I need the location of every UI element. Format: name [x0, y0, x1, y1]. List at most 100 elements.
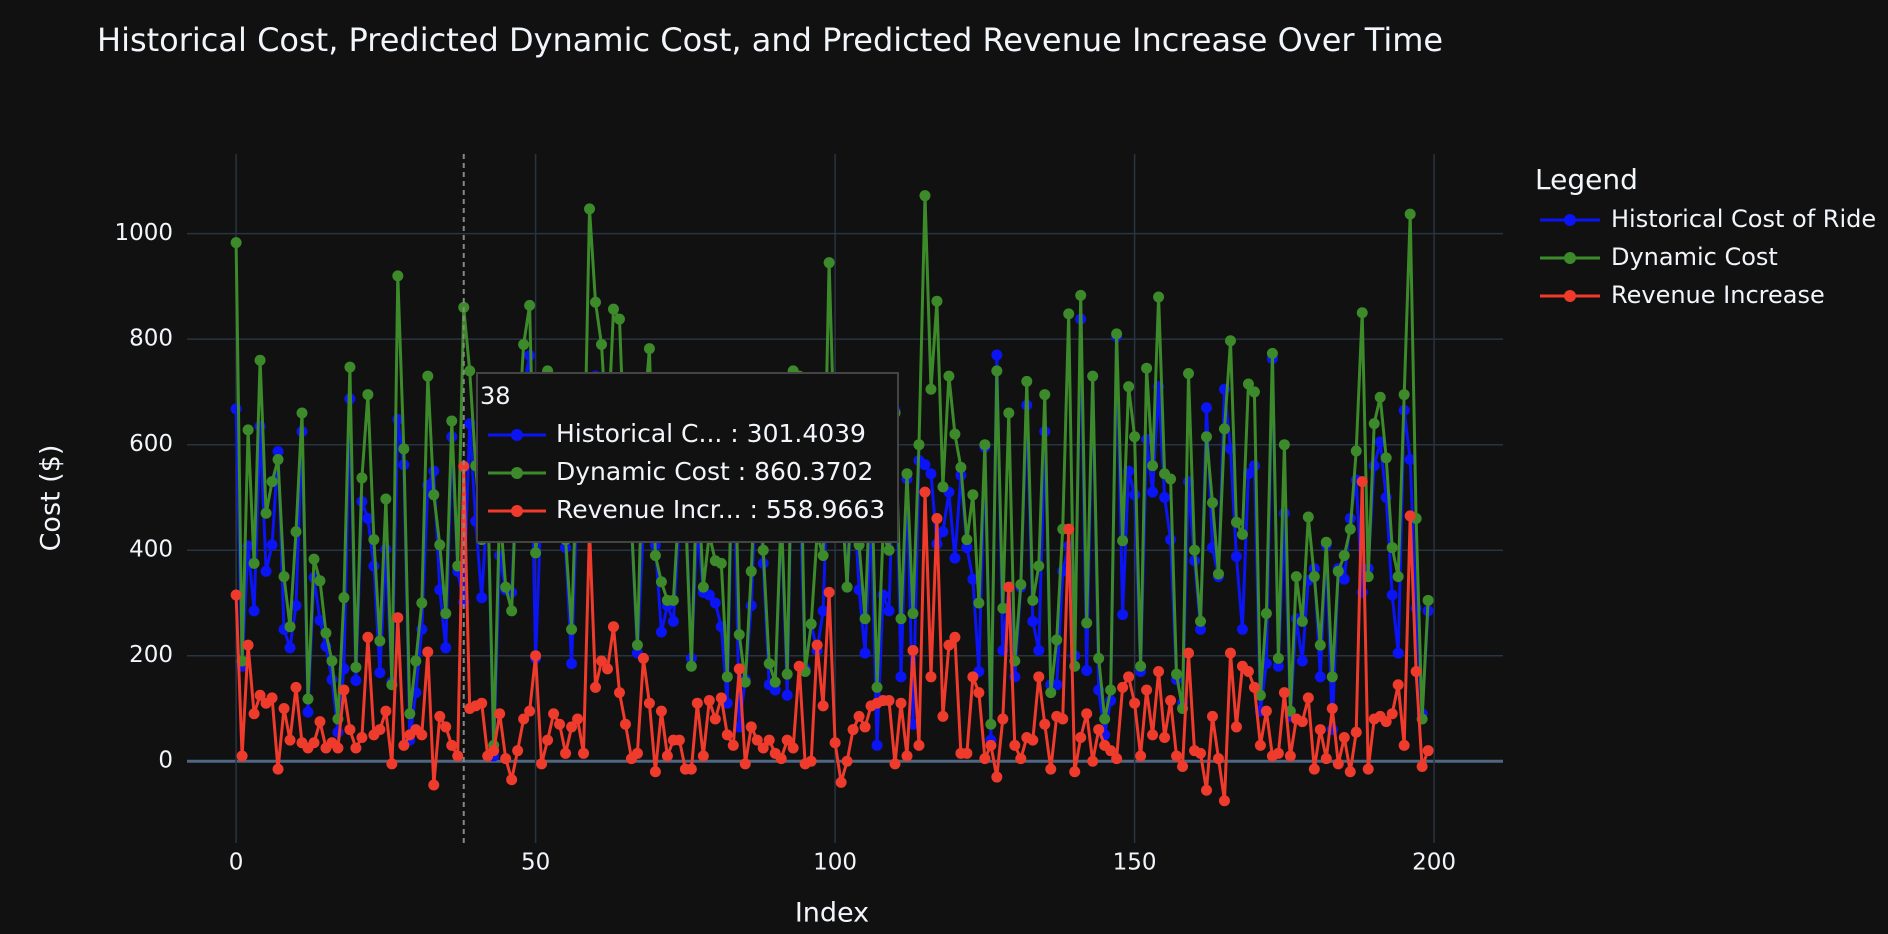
data-point [883, 695, 895, 707]
data-point [350, 661, 362, 673]
data-point [739, 676, 751, 688]
data-point [1135, 660, 1147, 672]
data-point [1338, 731, 1350, 743]
data-point [1392, 647, 1404, 659]
data-point [805, 755, 817, 767]
data-point [1087, 755, 1099, 767]
data-point [961, 542, 973, 554]
data-point [350, 742, 362, 754]
data-point [524, 705, 536, 717]
data-point [643, 343, 655, 355]
data-point [889, 758, 901, 770]
data-point [374, 667, 386, 679]
data-point [973, 687, 985, 699]
data-point [260, 507, 272, 519]
data-point [1350, 726, 1362, 738]
data-point [1272, 652, 1284, 664]
tooltip-line: Historical C... : 301.4039 [556, 419, 866, 448]
data-point [1063, 308, 1075, 320]
tooltip-swatch-marker [511, 505, 523, 517]
hover-tooltip: 38 Historical C... : 301.4039 Dynamic Cost… [462, 154, 899, 843]
data-point [925, 383, 937, 395]
x-tick-label: 200 [1412, 850, 1456, 876]
data-point [500, 581, 512, 593]
data-point [913, 439, 925, 451]
data-point [1027, 734, 1039, 746]
data-point [823, 586, 835, 598]
data-point [655, 576, 667, 588]
data-point [1063, 523, 1075, 535]
data-point [1183, 647, 1195, 659]
data-point [230, 237, 242, 249]
data-point [1362, 763, 1374, 775]
data-point [967, 573, 979, 585]
data-point [763, 658, 775, 670]
data-point [1380, 716, 1392, 728]
data-point [1290, 571, 1302, 583]
data-point [1027, 594, 1039, 606]
data-point [1153, 291, 1165, 303]
data-point [781, 668, 793, 680]
data-point [967, 671, 979, 683]
data-point [248, 557, 260, 569]
data-point [667, 615, 679, 627]
tooltip-box [476, 372, 899, 543]
data-point [739, 758, 751, 770]
data-point [590, 681, 602, 693]
data-point [416, 597, 428, 609]
data-point [1302, 692, 1314, 704]
data-point [637, 652, 649, 664]
data-point [284, 621, 296, 633]
data-point [1272, 747, 1284, 759]
data-point [1081, 664, 1093, 676]
data-point [1159, 731, 1171, 743]
data-point [607, 621, 619, 633]
data-point [715, 692, 727, 704]
data-point [619, 718, 631, 730]
data-point [362, 389, 374, 401]
data-point [1015, 753, 1027, 765]
data-point [404, 708, 416, 720]
data-point [883, 605, 895, 617]
data-point [584, 203, 596, 215]
data-point [1117, 609, 1129, 621]
data-point [1189, 544, 1201, 556]
data-point [907, 644, 919, 656]
data-point [1183, 367, 1195, 379]
data-point [278, 702, 290, 714]
data-point [248, 605, 260, 617]
x-tick-label: 0 [229, 850, 244, 876]
data-point [907, 608, 919, 620]
data-point [374, 635, 386, 647]
legend-label: Revenue Increase [1611, 281, 1825, 309]
data-point [1350, 445, 1362, 457]
data-point [697, 581, 709, 593]
data-point [937, 710, 949, 722]
data-point [1368, 460, 1380, 472]
data-point [1099, 713, 1111, 725]
data-point [398, 739, 410, 751]
data-point [1212, 568, 1224, 580]
data-point [1171, 668, 1183, 680]
data-point [350, 675, 362, 687]
data-point [931, 513, 943, 525]
data-point [236, 750, 248, 762]
data-point [1422, 745, 1434, 757]
data-point [1212, 753, 1224, 765]
data-point [1045, 687, 1057, 699]
data-point [278, 571, 290, 583]
data-point [1153, 666, 1165, 678]
data-point [1374, 391, 1386, 403]
tooltip-swatch-marker [511, 467, 523, 479]
data-point [775, 753, 787, 765]
data-point [1081, 617, 1093, 629]
y-tick-label: 200 [129, 642, 173, 668]
data-point [1039, 718, 1051, 730]
data-point [524, 299, 536, 311]
data-point [1087, 370, 1099, 382]
data-point [1260, 705, 1272, 717]
data-point [1422, 594, 1434, 606]
data-point [1368, 418, 1380, 430]
data-point [596, 338, 608, 350]
data-point [1266, 347, 1278, 359]
